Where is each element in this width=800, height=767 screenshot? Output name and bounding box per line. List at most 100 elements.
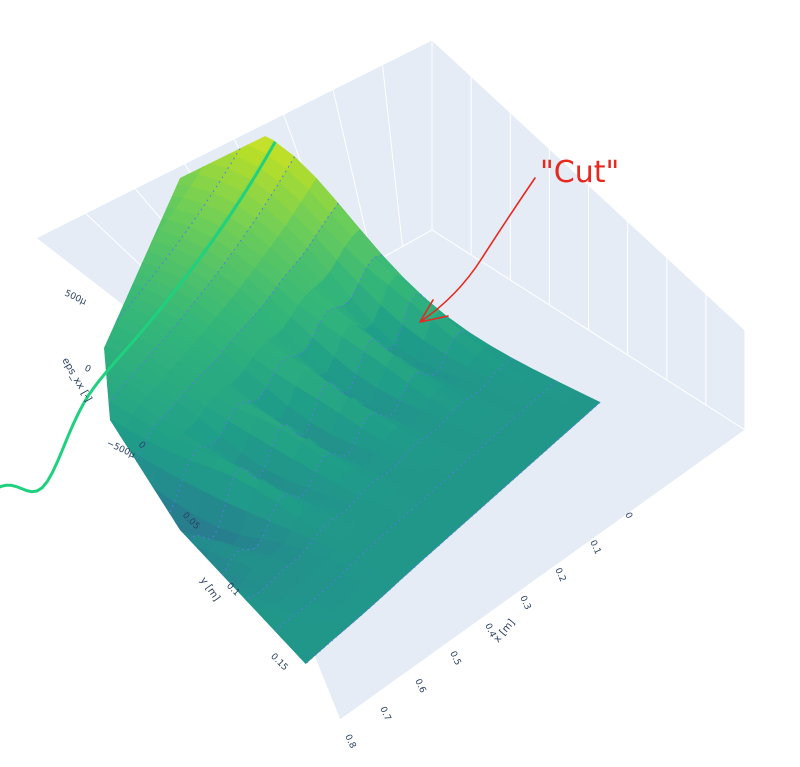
surface-cell: [104, 174, 134, 186]
surface-cell: [1, 533, 31, 551]
y-tick-label: 0: [136, 440, 147, 451]
surface-cell: [14, 409, 44, 439]
surface-cell: [28, 439, 57, 470]
surface-cell: [220, 611, 251, 631]
surface-cell: [54, 318, 84, 334]
surface-cell: [104, 175, 112, 186]
surface-cell: [0, 329, 17, 344]
x-tick-label: 0.5: [447, 650, 462, 667]
surface-cell: [161, 614, 193, 625]
surface-cell: [143, 532, 174, 544]
x-tick-label: 0: [622, 511, 634, 521]
surface-cell: [104, 157, 128, 168]
surface-cell: [24, 320, 53, 335]
surface-cell: [104, 480, 124, 511]
surface-cell: [0, 424, 6, 450]
surface-cell: [111, 553, 142, 586]
surface-cell: [0, 292, 25, 306]
surface-cell: [56, 498, 86, 517]
surface-cell: [110, 586, 141, 607]
surface-cell: [104, 183, 105, 195]
surface-cell: [177, 124, 208, 142]
surface-cell: [197, 633, 228, 651]
surface-cell: [142, 557, 173, 575]
y-tick-label: 0.15: [268, 652, 289, 673]
surface-cell: [234, 630, 266, 648]
surface-cell: [125, 144, 157, 159]
surface-cell: [181, 644, 213, 665]
surface-cell: [25, 290, 55, 304]
surface-cell: [32, 312, 62, 327]
surface-cell: [21, 455, 51, 483]
surface-cell: [135, 539, 166, 558]
surface-cell: [0, 315, 2, 330]
surface-cell: [71, 517, 101, 529]
surface-cell: [66, 192, 96, 202]
surface-cell: [33, 497, 63, 513]
surface-cell: [72, 468, 102, 499]
surface-cell: [212, 620, 244, 638]
surface-cell: [44, 405, 74, 435]
surface-cell: [226, 637, 258, 655]
surface-cell: [164, 568, 194, 581]
surface-cell: [46, 326, 76, 342]
surface-cell: [19, 269, 49, 282]
surface-cell: [0, 263, 27, 276]
surface-cell: [110, 164, 142, 177]
surface-cell: [0, 472, 4, 486]
surface-cell: [0, 472, 12, 485]
surface-cell: [0, 374, 8, 397]
surface-cell: [104, 577, 112, 590]
surface-cell: [174, 652, 205, 672]
surface-cell: [239, 684, 271, 690]
surface-cell: [169, 137, 201, 153]
surface-cell: [0, 300, 18, 314]
surface-cell: [41, 501, 71, 518]
surface-cell: [40, 508, 70, 520]
surface-cell: [0, 554, 8, 573]
surface-cell: [73, 581, 103, 608]
surface-cell: [0, 508, 25, 526]
surface-cell: [225, 667, 257, 686]
cut-annotation-arrow: [419, 177, 536, 323]
surface-cell: [30, 567, 60, 587]
surface-cell: [0, 497, 3, 515]
surface-cell: [0, 522, 9, 540]
x-tick-label: 0.1: [587, 539, 602, 556]
surface-cell: [0, 321, 24, 336]
surface-cell: [0, 565, 30, 586]
surface-cell: [67, 570, 97, 583]
surface-cell: [0, 363, 15, 384]
surface-cell: [8, 372, 38, 395]
surface-cell: [242, 622, 273, 642]
y-axis-title: y [m]: [198, 575, 222, 603]
surface-cell: [0, 547, 16, 566]
surface-cell: [104, 528, 121, 547]
surface-cell: [0, 384, 29, 410]
surface-cell: [104, 557, 113, 585]
surface-cell: [199, 124, 230, 139]
surface-cell: [240, 653, 272, 672]
surface-cell: [22, 576, 52, 601]
surface-cell: [29, 381, 59, 405]
surface-cell: [59, 570, 88, 582]
surface-cell: [18, 496, 48, 509]
surface-cell: [59, 201, 89, 212]
surface-contour-line: [217, 380, 557, 682]
surface-cell: [23, 545, 53, 561]
surface-cell: [121, 528, 153, 541]
surface-cell: [104, 521, 107, 539]
surface-cell: [49, 504, 78, 517]
surface-cell: [104, 533, 129, 552]
x-tick-label: 0.2: [552, 567, 567, 584]
surface-cell: [27, 261, 56, 274]
surface-cell: [64, 485, 94, 511]
surface-cell: [0, 486, 18, 502]
surface-cell: [157, 542, 188, 565]
z-axis-title: eps_xx [-]: [59, 356, 93, 404]
surface-cell: [54, 520, 84, 535]
surface-cell: [38, 335, 68, 351]
surface-cell: [198, 599, 229, 622]
surface-cell: [104, 447, 110, 482]
